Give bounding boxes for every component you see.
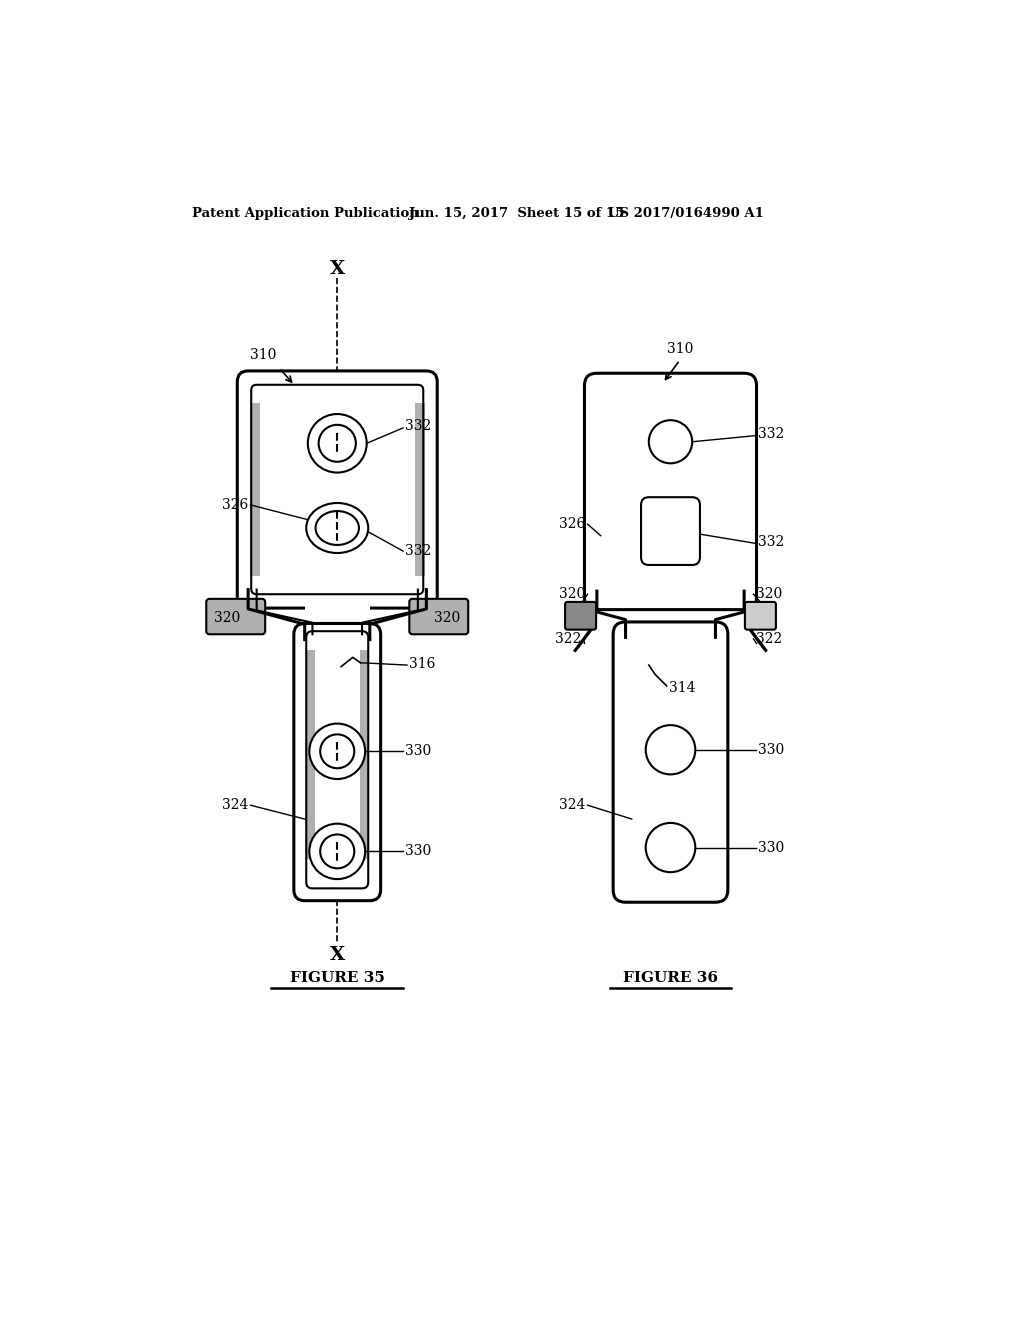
Text: 324: 324	[222, 799, 248, 812]
Text: 326: 326	[222, 498, 248, 512]
Text: 324: 324	[559, 799, 586, 812]
Text: 310: 310	[667, 342, 693, 356]
Circle shape	[309, 824, 366, 879]
Bar	[359, 649, 369, 859]
Text: 322: 322	[555, 632, 582, 645]
Bar	[250, 404, 260, 576]
Text: 332: 332	[758, 428, 784, 441]
FancyBboxPatch shape	[206, 599, 265, 635]
Text: 320: 320	[434, 611, 461, 626]
Text: 314: 314	[669, 681, 695, 696]
Text: 332: 332	[406, 420, 432, 433]
Text: Jun. 15, 2017  Sheet 15 of 15: Jun. 15, 2017 Sheet 15 of 15	[409, 207, 624, 220]
Bar	[415, 404, 425, 576]
Bar	[416, 599, 425, 634]
Bar	[305, 595, 370, 635]
Text: X: X	[330, 260, 345, 277]
Text: US 2017/0164990 A1: US 2017/0164990 A1	[608, 207, 764, 220]
Text: 332: 332	[758, 535, 784, 549]
Text: 320: 320	[214, 611, 241, 626]
Bar	[306, 649, 314, 859]
Text: 310: 310	[251, 347, 276, 362]
Text: 330: 330	[406, 744, 432, 758]
FancyBboxPatch shape	[585, 374, 757, 610]
Ellipse shape	[315, 511, 359, 545]
Circle shape	[318, 425, 356, 462]
Circle shape	[321, 834, 354, 869]
Text: 322: 322	[756, 632, 782, 645]
FancyBboxPatch shape	[641, 498, 700, 565]
FancyBboxPatch shape	[410, 599, 468, 635]
FancyBboxPatch shape	[565, 602, 596, 630]
Circle shape	[646, 822, 695, 873]
Circle shape	[649, 420, 692, 463]
Text: 330: 330	[406, 845, 432, 858]
Text: 330: 330	[758, 841, 784, 854]
Text: 332: 332	[406, 544, 432, 558]
Text: 326: 326	[559, 517, 586, 531]
Text: FIGURE 35: FIGURE 35	[290, 972, 385, 986]
Circle shape	[308, 414, 367, 473]
Text: FIGURE 36: FIGURE 36	[623, 972, 718, 986]
FancyBboxPatch shape	[238, 371, 437, 609]
FancyBboxPatch shape	[744, 602, 776, 630]
Circle shape	[646, 725, 695, 775]
Text: 320: 320	[559, 587, 586, 601]
Ellipse shape	[306, 503, 369, 553]
FancyBboxPatch shape	[294, 623, 381, 900]
Text: X: X	[330, 946, 345, 965]
Text: 320: 320	[756, 587, 782, 601]
Text: 316: 316	[410, 657, 435, 672]
Bar	[250, 599, 259, 634]
Circle shape	[309, 723, 366, 779]
FancyBboxPatch shape	[613, 622, 728, 903]
Circle shape	[321, 734, 354, 768]
Text: 330: 330	[758, 743, 784, 756]
Text: Patent Application Publication: Patent Application Publication	[191, 207, 418, 220]
